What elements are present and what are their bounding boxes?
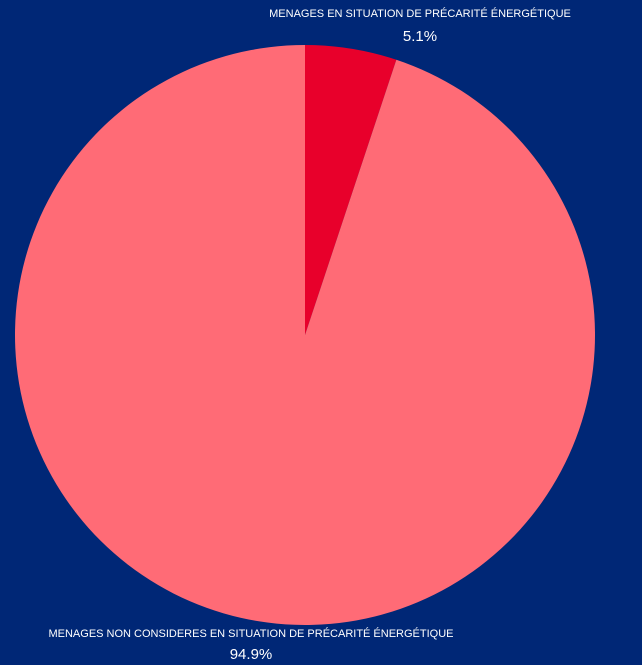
slice-label-name-non-precarite: MENAGES NON CONSIDERES EN SITUATION DE P… [48, 627, 453, 640]
pie-labels: MENAGES EN SITUATION DE PRÉCARITÉ ÉNERGÉ… [48, 7, 570, 663]
pie-slice-non-precarite [15, 45, 595, 625]
slice-label-value-precarite: 5.1% [403, 28, 437, 45]
slice-label-value-non-precarite: 94.9% [230, 646, 273, 663]
slice-label-name-precarite: MENAGES EN SITUATION DE PRÉCARITÉ ÉNERGÉ… [269, 7, 571, 20]
pie-slices [15, 45, 595, 625]
pie-slice-precarite [305, 45, 397, 335]
